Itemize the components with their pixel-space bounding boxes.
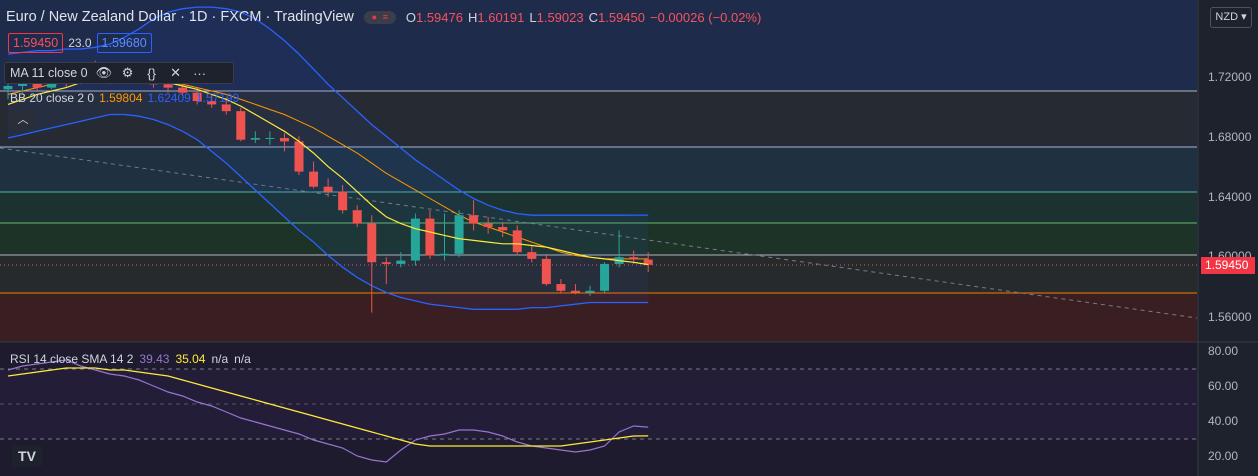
- collapse-legend-button[interactable]: ︿: [10, 110, 36, 130]
- currency-selector[interactable]: NZD ▾: [1210, 7, 1252, 28]
- candle-body: [192, 92, 202, 102]
- candle-body: [469, 215, 479, 224]
- close-value: 1.59450: [598, 9, 645, 25]
- candle-body: [294, 141, 304, 172]
- rsi-sma-line: [7, 367, 649, 447]
- candle-body: [352, 210, 362, 224]
- change-value: −0.00026 (−0.02%): [650, 9, 762, 25]
- candle-body: [556, 284, 566, 291]
- candle-body: [309, 171, 319, 187]
- more-icon[interactable]: ···: [193, 65, 207, 81]
- spread-value: 23.0: [68, 36, 92, 50]
- zone-neutral: [0, 255, 1197, 293]
- price-axis-label: 1.68000: [1208, 130, 1252, 144]
- candle-body: [643, 259, 653, 265]
- candle-body: [236, 111, 246, 140]
- rsi-legend[interactable]: RSI 14 close SMA 14 2 39.43 35.04 n/a n/…: [10, 352, 251, 366]
- alert-icon: ≡: [382, 11, 388, 22]
- rsi-band: [0, 369, 1197, 439]
- price-axis-label: 1.56000: [1208, 310, 1252, 324]
- tradingview-logo[interactable]: TV: [12, 445, 42, 467]
- candle-body: [163, 84, 173, 88]
- price-axis-label: 1.64000: [1208, 190, 1252, 204]
- bb-basis-value: 1.59804: [99, 91, 143, 105]
- currency-label: NZD: [1215, 11, 1239, 23]
- rsi-na-2: n/a: [234, 352, 251, 366]
- candle-body: [396, 260, 406, 264]
- rsi-axis-label: 60.00: [1208, 379, 1239, 393]
- candle-body: [178, 87, 188, 93]
- candle-body: [600, 263, 610, 291]
- bb-upper-line: [7, 6, 649, 216]
- zone-green: [0, 223, 1197, 255]
- open-value: 1.59476: [415, 9, 463, 25]
- candle-body: [367, 223, 377, 263]
- candle-body: [410, 218, 420, 261]
- candle-body: [425, 218, 435, 256]
- close-icon[interactable]: ✕: [170, 65, 182, 80]
- trend-line[interactable]: [0, 147, 1198, 319]
- eye-icon[interactable]: 👁: [95, 65, 113, 80]
- low-value: 1.59023: [536, 9, 584, 25]
- candle-body: [279, 138, 289, 142]
- braces-icon[interactable]: {}: [147, 65, 156, 81]
- candle-body: [512, 230, 522, 253]
- candle-body: [381, 262, 391, 264]
- candle-body: [527, 252, 537, 259]
- low-key: L: [529, 9, 537, 25]
- zone-red: [0, 293, 1197, 342]
- candle-body: [454, 215, 464, 254]
- status-icon: ●: [371, 11, 378, 22]
- candle-body: [323, 186, 333, 192]
- candle-body: [440, 253, 449, 256]
- zone-teal-1: [0, 147, 1197, 192]
- chart-header: Euro / New Zealand Dollar · 1D · FXCM · …: [6, 6, 761, 28]
- zone-teal-2: [0, 192, 1197, 223]
- candle-body: [338, 191, 348, 211]
- bb-upper-value: 1.62409: [147, 91, 191, 105]
- sell-button[interactable]: 1.59450: [8, 33, 64, 53]
- candle-body: [570, 290, 580, 293]
- high-key: H: [467, 9, 478, 25]
- gear-icon[interactable]: ⚙: [121, 65, 134, 80]
- open-key: O: [405, 9, 416, 25]
- bb-lower-value: 1.57199: [195, 91, 240, 105]
- quote-row: 1.59450 23.0 1.59680: [8, 33, 152, 53]
- rsi-line: [7, 359, 649, 463]
- last-price-tag: 1.59450: [1201, 257, 1255, 274]
- rsi-axis-label: 20.00: [1208, 449, 1239, 463]
- high-value: 1.60191: [477, 9, 525, 25]
- candle-body: [483, 223, 493, 227]
- rsi-na-1: n/a: [211, 352, 229, 366]
- candle-body: [221, 104, 231, 112]
- rsi-value: 39.43: [139, 352, 170, 366]
- ma-legend[interactable]: MA 11 close 0 👁 ⚙ {} ✕ ···: [4, 62, 234, 84]
- ohlc-values: O1.59476 H1.60191 L1.59023 C1.59450 −0.0…: [406, 10, 761, 25]
- bb-lower-line: [7, 113, 649, 310]
- candle-body: [629, 257, 639, 259]
- candle-body: [3, 85, 13, 90]
- price-axis-label: 1.72000: [1208, 70, 1252, 84]
- symbol-title[interactable]: Euro / New Zealand Dollar · 1D · FXCM · …: [6, 9, 354, 25]
- rsi-sma-value: 35.04: [175, 352, 206, 366]
- rsi-label: RSI 14 close SMA 14 2: [10, 352, 134, 366]
- candle-body: [541, 258, 551, 285]
- candle-body: [585, 290, 595, 293]
- candle-body: [207, 101, 217, 105]
- buy-button[interactable]: 1.59680: [96, 33, 152, 53]
- bb-legend[interactable]: BB 20 close 2 0 1.59804 1.62409 1.57199: [10, 91, 239, 105]
- ma-label: MA 11 close 0: [10, 66, 88, 80]
- rsi-axis-label: 40.00: [1208, 414, 1239, 428]
- status-pill[interactable]: ● ≡: [363, 10, 396, 24]
- bb-label: BB 20 close 2 0: [10, 91, 95, 105]
- candle-body: [265, 138, 275, 140]
- close-key: C: [588, 9, 598, 25]
- candle-body: [498, 226, 508, 231]
- candle-body: [250, 138, 260, 140]
- rsi-axis-label: 80.00: [1208, 344, 1239, 358]
